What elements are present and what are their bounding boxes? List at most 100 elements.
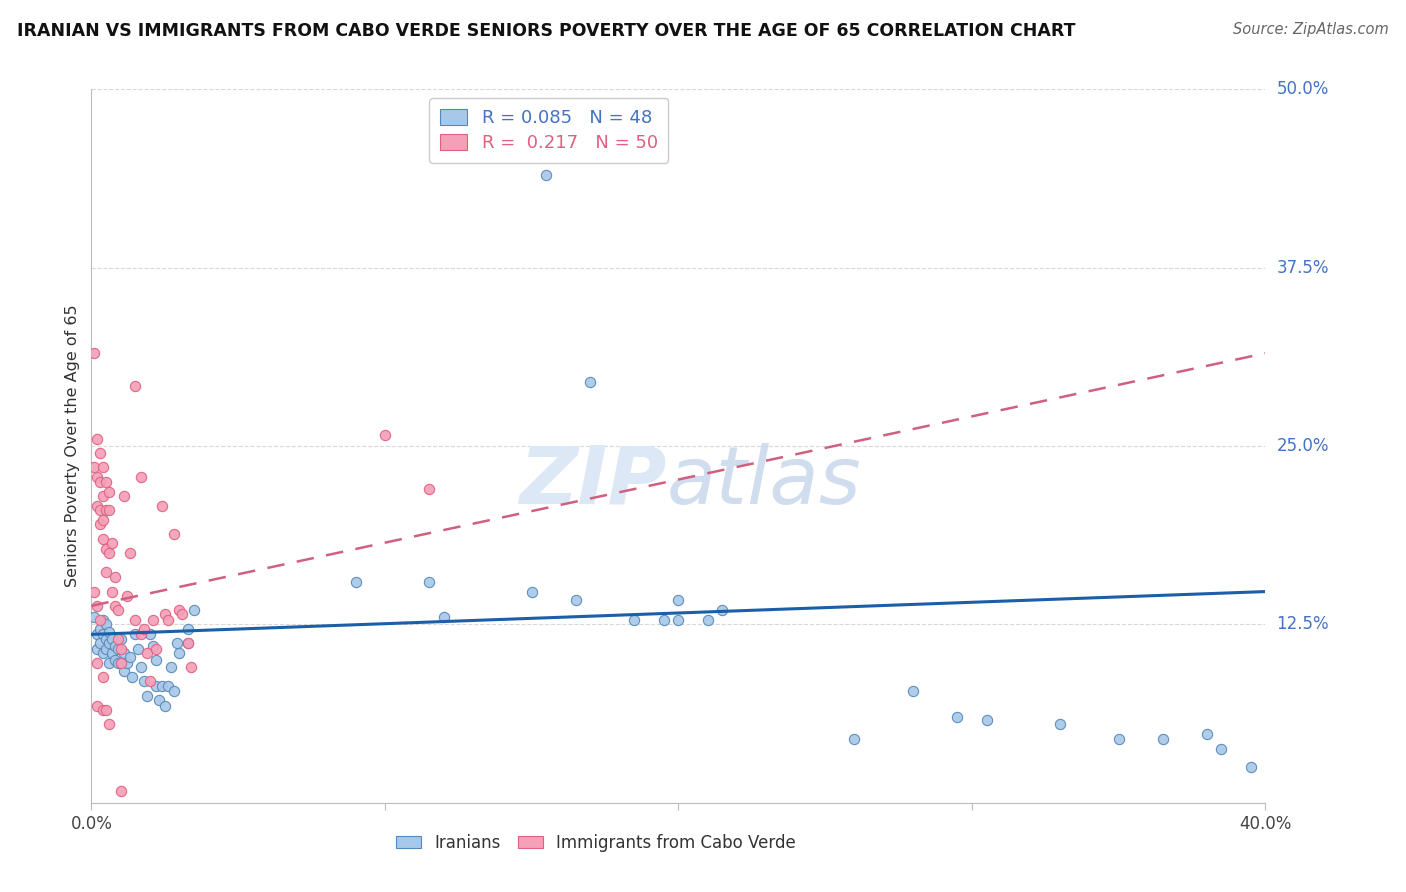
Point	[91, 460, 114, 475]
Point	[107, 656, 129, 670]
Point	[83, 584, 105, 599]
Point	[107, 603, 129, 617]
Point	[344, 574, 367, 589]
Point	[110, 784, 132, 798]
Point	[118, 650, 141, 665]
Point	[183, 603, 205, 617]
Point	[148, 693, 170, 707]
Point	[86, 599, 108, 613]
Point	[115, 589, 138, 603]
Point	[666, 613, 689, 627]
Point	[94, 641, 117, 656]
Point	[101, 584, 124, 599]
Point	[86, 627, 108, 641]
Point	[134, 622, 156, 636]
Point	[89, 613, 111, 627]
Point	[129, 470, 152, 484]
Point	[156, 679, 179, 693]
Point	[86, 499, 108, 513]
Point	[118, 546, 141, 560]
Point	[83, 610, 105, 624]
Point	[903, 684, 925, 698]
Text: ZIP: ZIP	[519, 442, 666, 521]
Point	[145, 679, 167, 693]
Point	[86, 641, 108, 656]
Point	[83, 346, 105, 360]
Point	[98, 656, 121, 670]
Point	[156, 613, 179, 627]
Point	[162, 527, 184, 541]
Point	[107, 641, 129, 656]
Point	[1108, 731, 1130, 746]
Text: atlas: atlas	[666, 442, 862, 521]
Point	[112, 665, 135, 679]
Point	[94, 503, 117, 517]
Point	[112, 646, 135, 660]
Point	[89, 503, 111, 517]
Point	[177, 636, 200, 650]
Point	[142, 613, 165, 627]
Point	[89, 622, 111, 636]
Point	[150, 679, 173, 693]
Point	[89, 475, 111, 489]
Point	[1240, 760, 1263, 774]
Point	[1049, 717, 1071, 731]
Point	[711, 603, 734, 617]
Point	[101, 536, 124, 550]
Point	[110, 656, 132, 670]
Point	[177, 622, 200, 636]
Legend: Iranians, Immigrants from Cabo Verde: Iranians, Immigrants from Cabo Verde	[389, 828, 803, 859]
Point	[139, 674, 162, 689]
Point	[150, 499, 173, 513]
Point	[432, 610, 454, 624]
Point	[98, 624, 121, 639]
Point	[98, 503, 121, 517]
Point	[136, 689, 159, 703]
Point	[104, 599, 127, 613]
Point	[129, 627, 152, 641]
Point	[145, 653, 167, 667]
Point	[844, 731, 866, 746]
Point	[127, 641, 149, 656]
Point	[91, 646, 114, 660]
Point	[134, 674, 156, 689]
Point	[86, 432, 108, 446]
Point	[169, 603, 191, 617]
Point	[98, 484, 121, 499]
Text: 50.0%: 50.0%	[1277, 80, 1329, 98]
Point	[564, 593, 586, 607]
Point	[91, 627, 114, 641]
Point	[976, 713, 998, 727]
Point	[129, 660, 152, 674]
Point	[142, 639, 165, 653]
Point	[91, 670, 114, 684]
Point	[112, 489, 135, 503]
Point	[83, 460, 105, 475]
Point	[666, 593, 689, 607]
Point	[98, 546, 121, 560]
Point	[89, 517, 111, 532]
Point	[101, 646, 124, 660]
Point	[94, 617, 117, 632]
Y-axis label: Seniors Poverty Over the Age of 65: Seniors Poverty Over the Age of 65	[65, 305, 80, 587]
Point	[418, 574, 440, 589]
Point	[145, 641, 167, 656]
Point	[536, 168, 558, 182]
Point	[110, 641, 132, 656]
Point	[110, 632, 132, 646]
Point	[89, 636, 111, 650]
Point	[94, 475, 117, 489]
Point	[94, 541, 117, 556]
Point	[98, 717, 121, 731]
Point	[124, 627, 146, 641]
Text: 25.0%: 25.0%	[1277, 437, 1329, 455]
Point	[86, 470, 108, 484]
Point	[418, 482, 440, 496]
Point	[124, 613, 146, 627]
Point	[124, 379, 146, 393]
Point	[110, 656, 132, 670]
Point	[121, 670, 143, 684]
Point	[91, 613, 114, 627]
Point	[94, 703, 117, 717]
Point	[94, 565, 117, 579]
